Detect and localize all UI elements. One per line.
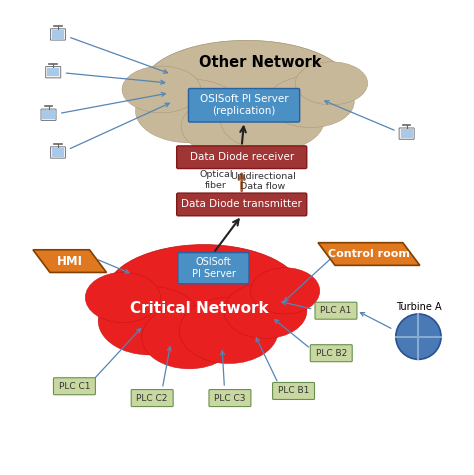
- Ellipse shape: [267, 76, 354, 127]
- FancyBboxPatch shape: [315, 302, 357, 319]
- Text: Other Network: Other Network: [199, 55, 322, 70]
- FancyBboxPatch shape: [177, 146, 307, 169]
- Text: PLC B2: PLC B2: [316, 349, 347, 358]
- Ellipse shape: [122, 66, 201, 113]
- Text: HMI: HMI: [57, 255, 83, 267]
- Text: PLC C3: PLC C3: [214, 394, 246, 402]
- Text: Optical
fiber: Optical fiber: [199, 170, 233, 190]
- Text: PLC B1: PLC B1: [278, 387, 309, 396]
- Text: Unidirectional
Data flow: Unidirectional Data flow: [230, 172, 296, 191]
- Polygon shape: [318, 243, 420, 266]
- FancyBboxPatch shape: [178, 253, 249, 284]
- Ellipse shape: [295, 62, 368, 105]
- FancyBboxPatch shape: [399, 128, 414, 139]
- Ellipse shape: [179, 297, 278, 363]
- Text: Data Diode receiver: Data Diode receiver: [190, 152, 294, 162]
- FancyBboxPatch shape: [131, 390, 173, 407]
- Ellipse shape: [142, 305, 237, 369]
- Ellipse shape: [143, 40, 350, 133]
- FancyBboxPatch shape: [50, 29, 65, 40]
- FancyBboxPatch shape: [310, 345, 352, 361]
- Text: Control room: Control room: [328, 249, 410, 259]
- FancyBboxPatch shape: [189, 88, 300, 122]
- Text: PLC A1: PLC A1: [320, 306, 352, 315]
- FancyBboxPatch shape: [273, 382, 315, 399]
- Ellipse shape: [136, 79, 243, 143]
- Ellipse shape: [224, 283, 307, 339]
- Ellipse shape: [251, 268, 320, 314]
- FancyBboxPatch shape: [46, 66, 61, 78]
- Ellipse shape: [220, 89, 324, 151]
- FancyBboxPatch shape: [177, 193, 307, 216]
- Bar: [52, 148, 64, 157]
- Text: Turbine A: Turbine A: [396, 302, 441, 312]
- FancyBboxPatch shape: [50, 147, 65, 158]
- Text: OSISoft
PI Server: OSISoft PI Server: [191, 257, 236, 279]
- Bar: [52, 30, 64, 38]
- Ellipse shape: [85, 272, 161, 323]
- Text: PLC C2: PLC C2: [137, 394, 168, 402]
- Ellipse shape: [181, 97, 281, 156]
- Circle shape: [396, 314, 441, 359]
- Text: PLC C1: PLC C1: [59, 382, 90, 391]
- Bar: [47, 68, 59, 76]
- FancyBboxPatch shape: [209, 390, 251, 407]
- Ellipse shape: [98, 286, 201, 355]
- Text: Critical Network: Critical Network: [130, 301, 269, 316]
- Text: OSISoft PI Server
(replication): OSISoft PI Server (replication): [200, 95, 288, 116]
- FancyBboxPatch shape: [54, 378, 95, 395]
- Ellipse shape: [105, 245, 303, 344]
- Text: Data Diode transmitter: Data Diode transmitter: [181, 200, 302, 209]
- Polygon shape: [33, 250, 107, 273]
- Bar: [42, 111, 55, 119]
- Bar: [401, 129, 413, 138]
- FancyBboxPatch shape: [41, 109, 56, 120]
